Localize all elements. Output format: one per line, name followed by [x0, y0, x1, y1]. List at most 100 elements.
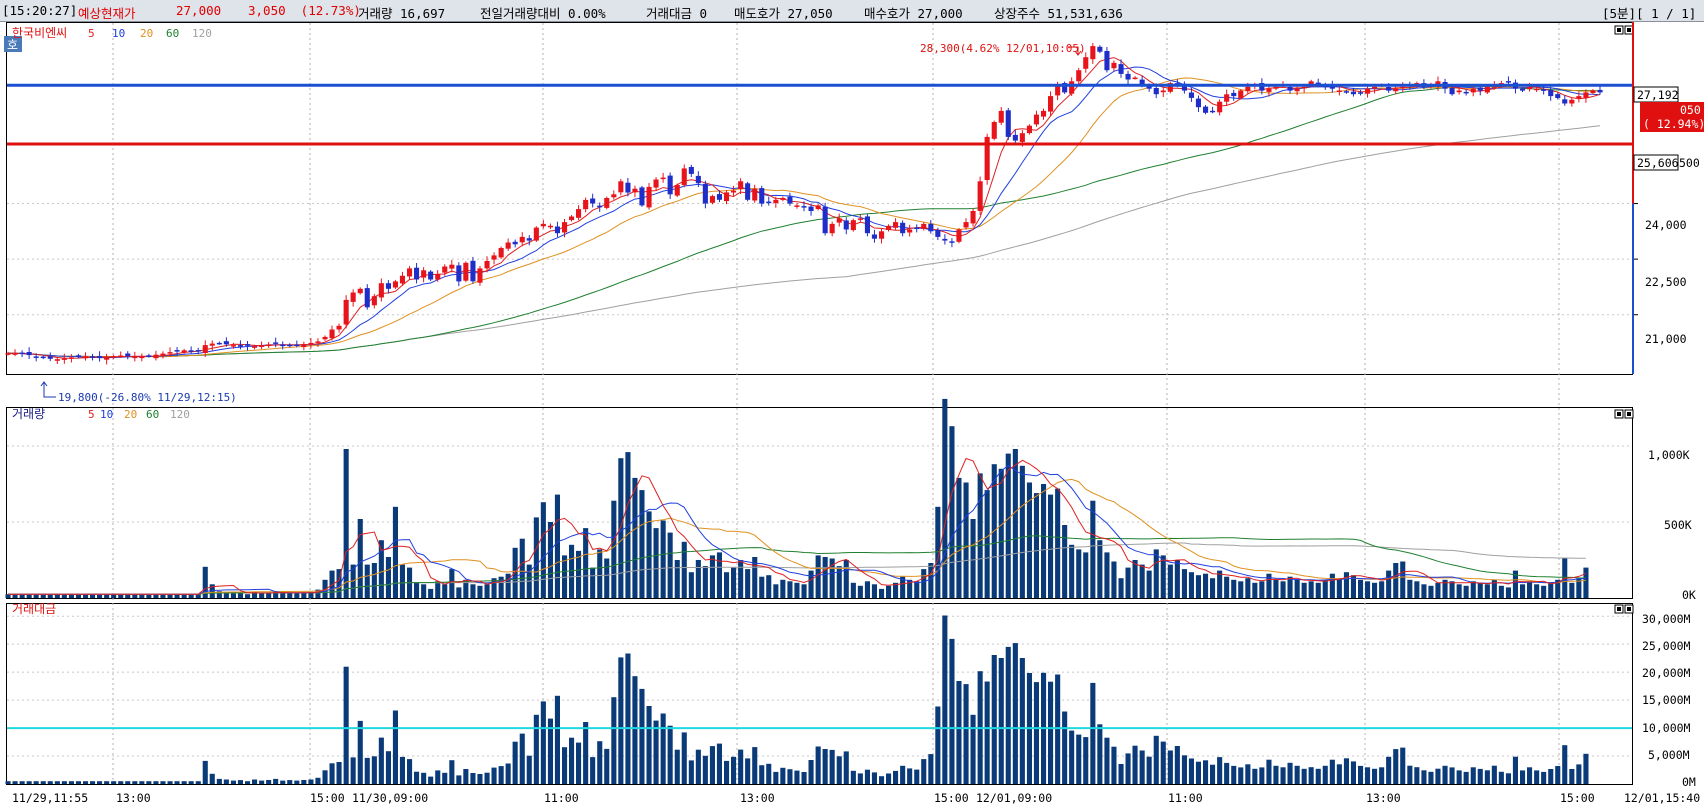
volume-bar [47, 594, 53, 598]
volume-bar [202, 566, 208, 598]
volume-bar [97, 594, 103, 598]
candle [716, 194, 722, 200]
volume-bar [1245, 578, 1251, 598]
candle [970, 211, 976, 224]
ma20-line [8, 77, 1601, 358]
candle [540, 223, 546, 227]
candle [343, 299, 349, 325]
volume-bar [357, 519, 363, 598]
candle [1012, 134, 1018, 141]
candle [674, 185, 680, 196]
ma20-label: 20 [140, 27, 153, 40]
quote-shares: 상장주수 51,531,636 [994, 6, 1123, 21]
current-price-partial: 050 [1680, 103, 1701, 117]
ma60-label: 60 [166, 27, 179, 40]
candle [695, 175, 701, 184]
vol-ma5-line [8, 457, 1587, 595]
candle [329, 329, 335, 339]
amount-bar [1245, 764, 1251, 784]
candle [1048, 96, 1054, 112]
candle [745, 183, 751, 200]
amt-tick-10000: 10,000M [1642, 721, 1691, 735]
amount-bar [350, 757, 356, 784]
volume-bar [604, 558, 610, 598]
volume-bar [1435, 582, 1441, 598]
volume-bar [1350, 575, 1356, 598]
amount-bar [1203, 760, 1209, 784]
candle [160, 353, 166, 356]
period-selector[interactable]: [5분][ 1 / 1] [1602, 6, 1697, 21]
amount-bar [554, 695, 560, 784]
amount-bar [547, 718, 553, 784]
amount-bar [1019, 658, 1025, 784]
candle [414, 267, 420, 280]
volume-bar [1386, 570, 1392, 598]
volume-bar [843, 560, 849, 598]
quote-ask: 매도호가 27,050 [734, 6, 833, 21]
amount-bar [766, 763, 772, 784]
amount-bar [5, 781, 11, 784]
candle [604, 198, 610, 208]
amount-bar [562, 747, 568, 784]
volume-bar [611, 500, 617, 598]
volume-bar [702, 566, 708, 598]
amount-bar [611, 697, 617, 784]
volume-bar [1294, 579, 1300, 598]
volume-bar [618, 458, 624, 598]
vol-ma5-label: 5 [88, 408, 95, 421]
panel-control-glyph [1617, 28, 1621, 32]
candle [1188, 92, 1194, 98]
low-annotation: 19,800(-26.80% 11/29,12:15) [58, 391, 237, 404]
volume-bar [336, 569, 342, 598]
amount-bar [1090, 682, 1096, 784]
volume-bar [1273, 579, 1279, 598]
volume-bar [1195, 575, 1201, 598]
volume-bar [1280, 581, 1286, 598]
volume-bar [484, 584, 490, 598]
volume-bar [1287, 576, 1293, 598]
amount-bar [1287, 762, 1293, 784]
amount-bar [1548, 769, 1554, 784]
vol-ma120-label: 120 [170, 408, 190, 421]
volume-bar [54, 594, 60, 598]
candle [385, 283, 391, 289]
amount-bar [357, 720, 363, 784]
candle [1343, 91, 1349, 93]
candle [879, 231, 885, 239]
amount-bar [1139, 750, 1145, 784]
amount-bar [315, 777, 321, 784]
volume-bar [1062, 525, 1068, 598]
candle [435, 274, 441, 280]
volume-bar [1336, 578, 1342, 598]
volume-bar [752, 557, 758, 598]
candle [223, 341, 229, 345]
candle [188, 350, 194, 352]
stock-chart[interactable]: 호 한국비엔씨 5 10 20 60 120 28,300(4.62% 12/0… [0, 22, 1704, 807]
amount-bar [984, 681, 990, 784]
volume-bar [759, 576, 765, 598]
candle [315, 341, 321, 343]
quote-amount: 거래대금 0 [646, 6, 708, 21]
amount-bar [822, 749, 828, 784]
amount-bar [935, 706, 941, 784]
volume-bar [1266, 573, 1272, 598]
candle [886, 225, 892, 230]
amount-bar [1435, 768, 1441, 784]
amount-bar [456, 775, 462, 784]
candle [97, 356, 103, 358]
line-tag-box [1633, 154, 1679, 171]
volume-bar [237, 592, 243, 598]
volume-bar [667, 532, 673, 598]
amount-bar [1527, 767, 1533, 784]
candle [139, 356, 145, 359]
amount-bar [160, 781, 166, 784]
amount-bar [1160, 741, 1166, 784]
volume-bar [266, 592, 272, 598]
candle [1266, 88, 1272, 92]
candle [1238, 90, 1244, 99]
volume-bar [1421, 584, 1427, 598]
candle [815, 205, 821, 209]
amount-bar [921, 759, 927, 784]
volume-bar [787, 581, 793, 598]
amount-bar [646, 706, 652, 784]
